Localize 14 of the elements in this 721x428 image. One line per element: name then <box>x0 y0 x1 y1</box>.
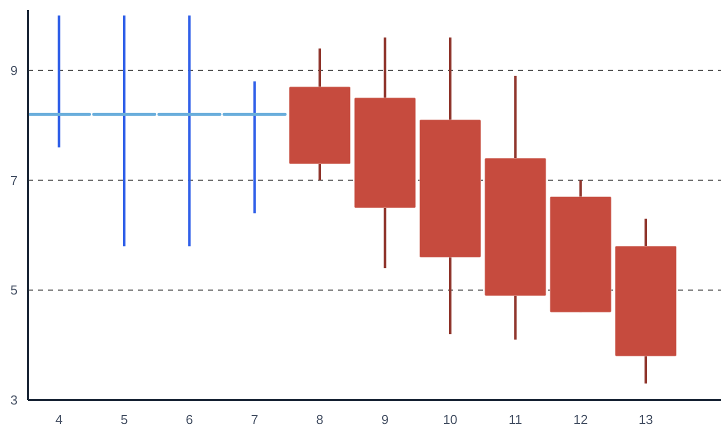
x-tick-label: 10 <box>442 412 458 427</box>
x-tick-label: 8 <box>316 412 324 427</box>
y-tick-label: 7 <box>10 172 18 188</box>
x-tick-label: 11 <box>508 412 522 427</box>
x-tick-label: 6 <box>186 412 194 427</box>
x-tick-label: 9 <box>381 412 389 427</box>
x-tick-label: 12 <box>573 412 588 427</box>
x-tick-label: 4 <box>55 412 63 427</box>
x-tick-label: 5 <box>120 412 128 427</box>
y-tick-label: 5 <box>10 282 18 298</box>
y-tick-label: 3 <box>10 392 18 408</box>
x-tick-label: 7 <box>250 412 258 427</box>
x-tick-label: 13 <box>638 412 654 427</box>
y-tick-label: 9 <box>10 62 18 78</box>
